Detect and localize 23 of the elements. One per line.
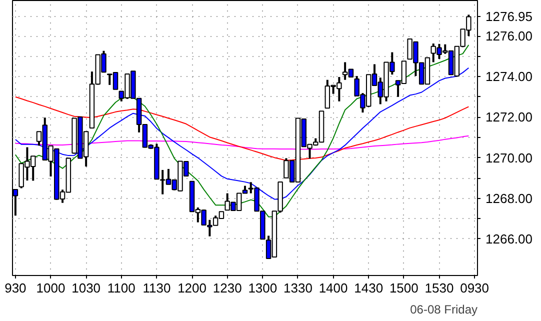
y-tick-label: 1270.00 [486,150,532,166]
x-tick-label: 0930 [460,280,490,296]
line-series [14,44,470,218]
x-tick-label: 1430 [354,280,384,296]
text: 06-08 Friday [410,302,478,316]
x-tick-label: 1500 [389,280,418,296]
x-tick-label: 930 [4,280,26,296]
x-tick-label: 1000 [36,280,66,296]
y-tick-label: 1266.00 [486,231,532,246]
x-tick-label: 1200 [178,280,206,296]
y-tick-label: 1276.95 [486,9,532,24]
x-tick-label: 1230 [212,280,242,296]
x-tick-label: 1330 [284,280,312,296]
x-tick-label: 1130 [142,280,171,296]
x-tick-label: 1300 [248,280,278,296]
y-tick-label: 1272.00 [486,110,532,125]
x-tick-label: 1530 [424,280,454,296]
y-tick-label: 1276.00 [486,28,532,44]
y-tick-label: 1274.00 [486,69,532,84]
x-tick-label: 1400 [318,280,348,296]
x-tick-label: 1100 [107,280,136,296]
y-tick-label: 1268.00 [486,190,532,206]
x-tick-label: 1030 [72,280,101,296]
